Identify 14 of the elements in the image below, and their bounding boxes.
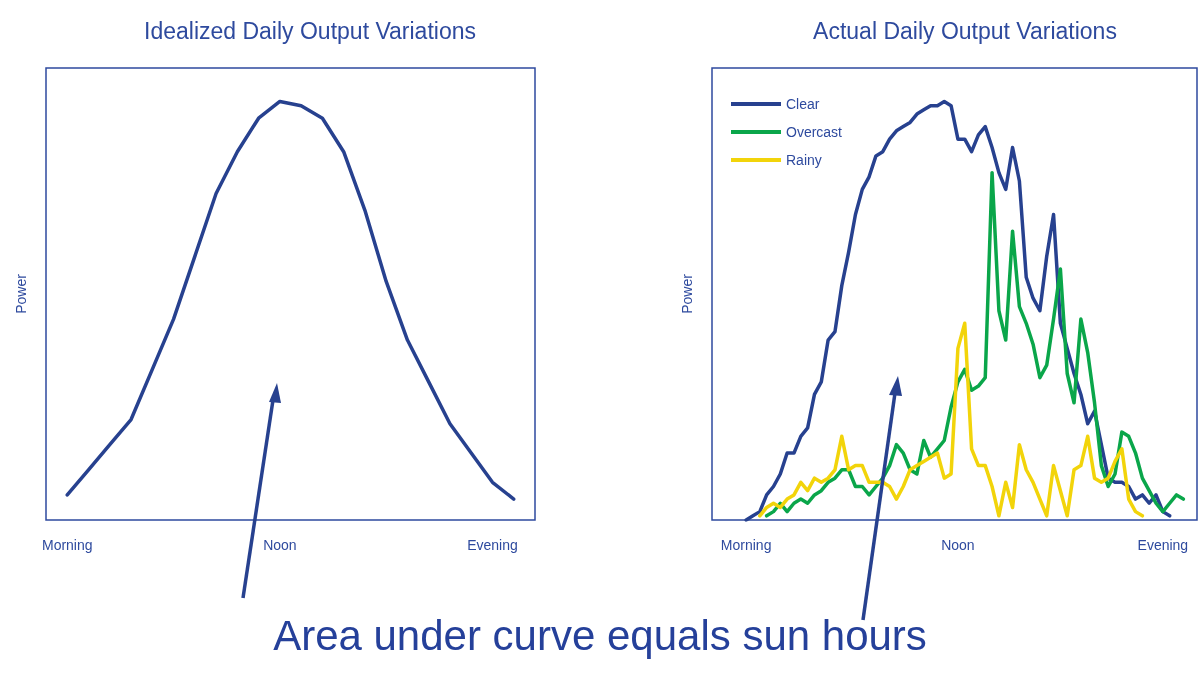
- x-tick-label: Evening: [467, 537, 518, 553]
- y-axis-title: Power: [13, 273, 29, 314]
- text: Area under curve equals sun hours: [272, 612, 928, 660]
- x-tick-label: Evening: [1137, 537, 1189, 553]
- legend-label: Overcast: [786, 124, 843, 140]
- chart-title: Actual Daily Output Variations: [813, 17, 1117, 44]
- x-tick-label: Noon: [941, 537, 975, 553]
- x-tick-label: Morning: [41, 537, 93, 553]
- y-axis-title: Power: [679, 273, 695, 314]
- chart-title: Idealized Daily Output Variations: [144, 17, 476, 44]
- x-tick-label: Morning: [720, 537, 772, 553]
- x-tick-label: Noon: [263, 537, 297, 553]
- legend-label: Rainy: [786, 152, 822, 168]
- legend-label: Clear: [786, 96, 820, 112]
